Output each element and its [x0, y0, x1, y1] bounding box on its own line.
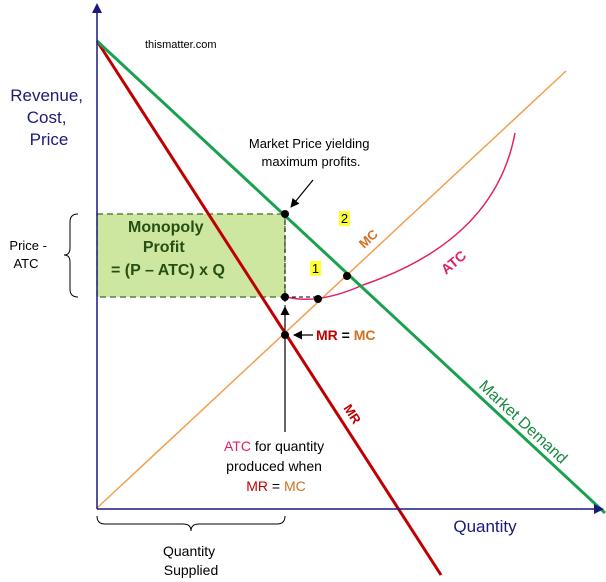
profit-box-label: Monopoly Profit = (P – ATC) x Q [111, 219, 225, 279]
mc-curve [96, 70, 567, 509]
price-atc-brace [63, 213, 79, 298]
marker-2-bg [339, 211, 350, 226]
marker-1-bg [310, 261, 321, 276]
atc-note: ATC for quantity produced when MR = MC [224, 438, 328, 494]
demand-curve [95, 39, 606, 515]
mr-curve [95, 40, 443, 576]
y-axis-label: Revenue, Cost, Price [10, 86, 88, 149]
mc-atc-intersection-point [343, 272, 351, 280]
max-profit-price-point [281, 210, 289, 218]
atc-at-q-point [281, 293, 289, 301]
market-price-note: Market Price yielding maximum profits. [249, 136, 373, 169]
marker-1: 1 [312, 261, 319, 276]
price-atc-label: Price - ATC [9, 238, 50, 271]
watermark: thismatter.com [145, 39, 217, 51]
demand-curve-label: Market Demand [475, 377, 570, 467]
atc-min-point [314, 295, 322, 303]
quantity-supplied-label: Quantity Supplied [163, 543, 219, 578]
marker-2: 2 [341, 211, 348, 226]
market-price-arrow [290, 179, 314, 208]
atc-curve-label: ATC [438, 247, 470, 277]
mr-eq-mc-label: MR = MC [316, 327, 376, 343]
x-axis-label: Quantity [453, 517, 517, 536]
quantity-supplied-brace [96, 515, 286, 532]
